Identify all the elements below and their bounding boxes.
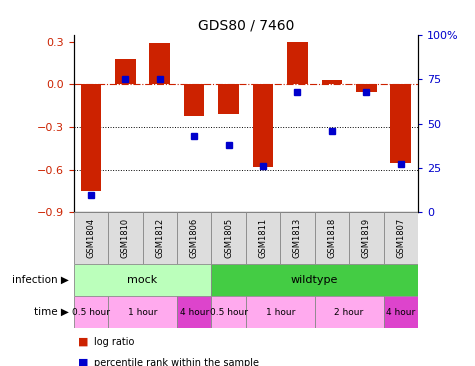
Bar xyxy=(253,85,274,167)
Bar xyxy=(177,296,211,328)
Bar xyxy=(384,296,418,328)
Text: 1 hour: 1 hour xyxy=(128,307,157,317)
Bar xyxy=(246,212,280,264)
Text: wildtype: wildtype xyxy=(291,275,338,285)
Bar xyxy=(390,85,411,163)
Text: GSM1810: GSM1810 xyxy=(121,218,130,258)
Title: GDS80 / 7460: GDS80 / 7460 xyxy=(198,18,294,32)
Text: mock: mock xyxy=(127,275,158,285)
Bar xyxy=(74,296,108,328)
Bar xyxy=(108,212,142,264)
Text: GSM1812: GSM1812 xyxy=(155,218,164,258)
Text: time ▶: time ▶ xyxy=(34,307,69,317)
Bar xyxy=(149,43,170,85)
Bar xyxy=(211,296,246,328)
Bar xyxy=(314,212,349,264)
Bar xyxy=(211,264,418,296)
Text: 4 hour: 4 hour xyxy=(386,307,416,317)
Bar xyxy=(81,85,101,191)
Bar xyxy=(184,85,204,116)
Text: GSM1818: GSM1818 xyxy=(327,218,336,258)
Text: infection ▶: infection ▶ xyxy=(12,275,69,285)
Bar xyxy=(356,85,377,92)
Text: ■: ■ xyxy=(78,358,89,366)
Text: 2 hour: 2 hour xyxy=(334,307,364,317)
Bar xyxy=(218,85,239,114)
Text: 0.5 hour: 0.5 hour xyxy=(72,307,110,317)
Bar xyxy=(177,212,211,264)
Text: 0.5 hour: 0.5 hour xyxy=(209,307,247,317)
Text: GSM1806: GSM1806 xyxy=(190,218,199,258)
Bar xyxy=(349,212,384,264)
Text: log ratio: log ratio xyxy=(94,337,134,347)
Bar xyxy=(280,212,314,264)
Bar xyxy=(314,296,384,328)
Bar xyxy=(142,212,177,264)
Bar xyxy=(246,296,314,328)
Text: 4 hour: 4 hour xyxy=(180,307,209,317)
Text: GSM1807: GSM1807 xyxy=(396,218,405,258)
Text: 1 hour: 1 hour xyxy=(266,307,295,317)
Text: ■: ■ xyxy=(78,337,89,347)
Bar xyxy=(115,59,136,85)
Bar xyxy=(384,212,418,264)
Bar xyxy=(322,80,342,85)
Bar xyxy=(108,296,177,328)
Text: GSM1805: GSM1805 xyxy=(224,218,233,258)
Text: GSM1819: GSM1819 xyxy=(362,218,371,258)
Text: percentile rank within the sample: percentile rank within the sample xyxy=(94,358,258,366)
Bar xyxy=(74,212,108,264)
Bar xyxy=(211,212,246,264)
Text: GSM1813: GSM1813 xyxy=(293,218,302,258)
Bar xyxy=(287,42,308,85)
Text: GSM1804: GSM1804 xyxy=(86,218,95,258)
Bar xyxy=(74,264,211,296)
Text: GSM1811: GSM1811 xyxy=(258,218,267,258)
